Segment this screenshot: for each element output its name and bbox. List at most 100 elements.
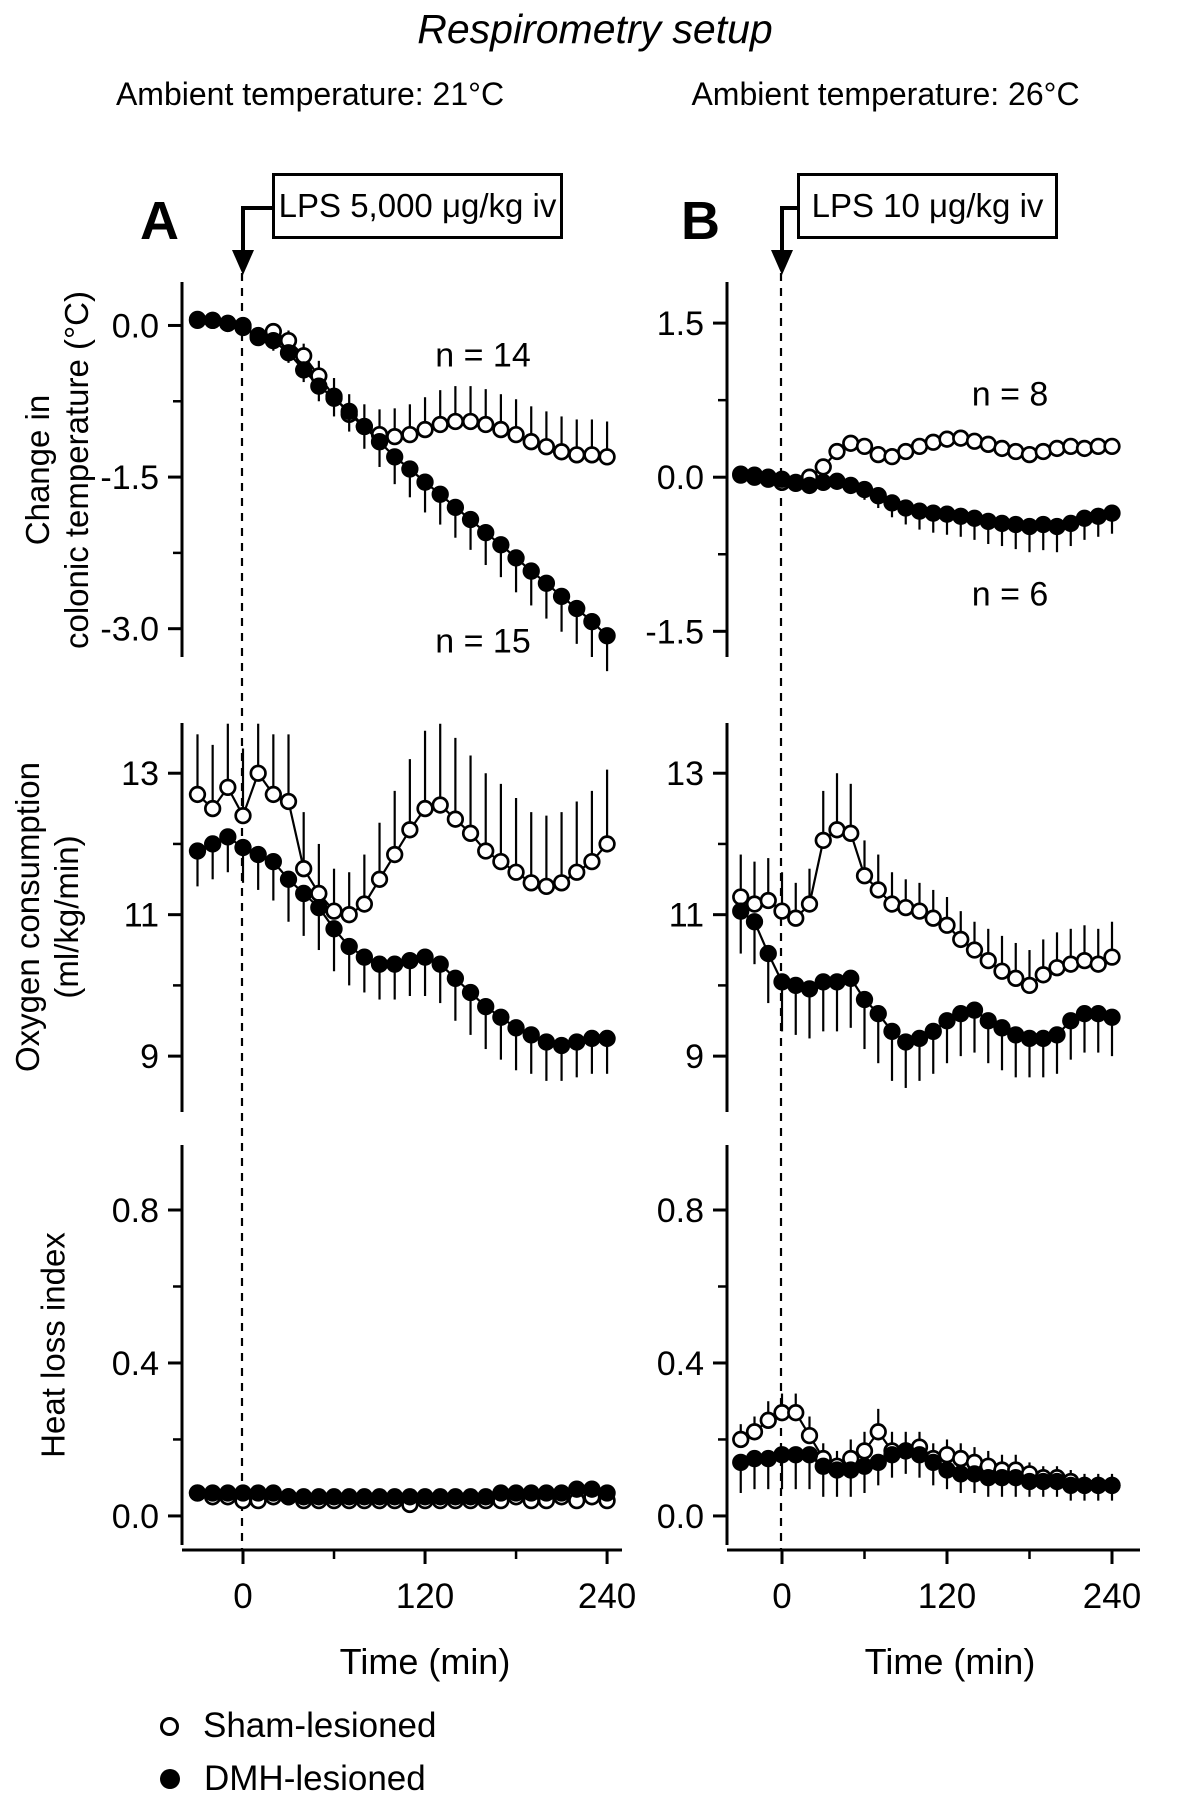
filled-circle-marker bbox=[310, 898, 328, 917]
filled-circle-marker bbox=[492, 536, 510, 554]
filled-circle-marker bbox=[897, 1442, 915, 1460]
filled-circle-marker bbox=[1007, 515, 1025, 534]
open-circle-marker bbox=[340, 906, 358, 924]
open-circle-marker bbox=[598, 448, 616, 466]
filled-circle-marker bbox=[965, 509, 984, 527]
filled-circle-marker bbox=[745, 466, 764, 484]
x-tick-label: 0 bbox=[772, 1577, 791, 1616]
open-circle-marker bbox=[938, 916, 956, 934]
filled-circle-marker bbox=[855, 480, 874, 499]
open-circle-marker bbox=[522, 433, 540, 451]
open-circle-marker bbox=[355, 895, 374, 913]
open-circle-marker bbox=[1034, 966, 1052, 984]
open-circle-marker bbox=[219, 778, 237, 797]
filled-circle-marker bbox=[386, 955, 404, 973]
open-circle-marker bbox=[1062, 955, 1080, 973]
open-circle-marker bbox=[952, 1449, 970, 1468]
filled-circle-marker bbox=[1075, 509, 1094, 527]
filled-circle-marker bbox=[401, 460, 419, 478]
filled-circle-marker bbox=[416, 473, 434, 491]
y-axis-title-oxygen: Oxygen consumption (ml/kg/min) bbox=[8, 762, 86, 1072]
x-tick-label: 120 bbox=[918, 1577, 976, 1616]
y-tick-label: 0.0 bbox=[657, 459, 704, 497]
open-circle-marker bbox=[1007, 442, 1025, 461]
sample-size-label-dmh-a: n = 15 bbox=[435, 622, 531, 661]
filled-circle-marker bbox=[537, 1484, 556, 1502]
filled-circle-marker bbox=[204, 1484, 222, 1502]
panel-letter-b: B bbox=[681, 191, 720, 251]
filled-circle-marker bbox=[295, 1488, 313, 1506]
filled-circle-marker bbox=[1103, 504, 1121, 522]
y-tick-label: 0.0 bbox=[112, 1498, 159, 1536]
open-circle-marker bbox=[204, 799, 222, 818]
open-circle-marker bbox=[461, 824, 480, 842]
filled-circle-marker bbox=[938, 1461, 956, 1479]
filled-circle-marker bbox=[249, 326, 267, 345]
filled-circle-marker bbox=[1103, 1008, 1121, 1026]
filled-circle-marker bbox=[370, 433, 389, 451]
x-tick-label: 240 bbox=[578, 1577, 636, 1616]
filled-circle-marker bbox=[855, 990, 874, 1009]
filled-circle-marker bbox=[355, 1488, 374, 1506]
filled-circle-marker bbox=[855, 1457, 874, 1475]
series-sham bbox=[188, 723, 616, 924]
y-axis-title-line: colonic temperature (°C) bbox=[58, 291, 95, 649]
panel-A-temperature: 0.0 -1.5 -3.0 bbox=[100, 282, 616, 672]
filled-circle-marker bbox=[340, 937, 358, 956]
y-tick-label: -1.5 bbox=[645, 613, 704, 651]
x-tick-label: 120 bbox=[396, 1577, 454, 1616]
filled-circle-marker bbox=[1089, 507, 1107, 525]
open-circle-marker bbox=[855, 437, 874, 456]
panel-letter-a: A bbox=[140, 191, 179, 251]
open-circle-marker bbox=[1075, 439, 1094, 458]
y-tick-label: 13 bbox=[121, 755, 159, 793]
filled-circle-marker bbox=[188, 1484, 207, 1502]
filled-circle-marker bbox=[522, 562, 540, 580]
open-circle-marker bbox=[234, 807, 252, 825]
filled-circle-marker bbox=[552, 1036, 571, 1055]
open-circle-marker bbox=[537, 877, 556, 896]
panel-A-heatloss: 0.8 0.4 0.0 bbox=[112, 1145, 616, 1545]
filled-circle-marker bbox=[340, 402, 358, 421]
y-tick-label: 0.0 bbox=[112, 307, 159, 345]
filled-circle-marker bbox=[188, 842, 207, 860]
filled-circle-marker bbox=[234, 838, 252, 857]
panel-B-heatloss: 0.8 0.4 0.0 bbox=[657, 1145, 1121, 1545]
lps-dose-label-a: LPS 5,000 μg/kg iv bbox=[278, 187, 557, 224]
filled-circle-marker bbox=[814, 1457, 832, 1475]
filled-circle-marker bbox=[910, 1029, 929, 1048]
open-circle-marker bbox=[759, 1411, 777, 1429]
filled-circle-marker bbox=[869, 1005, 887, 1023]
y-tick-label: -3.0 bbox=[100, 611, 159, 649]
filled-circle-marker bbox=[583, 612, 601, 631]
open-circle-marker bbox=[370, 870, 389, 888]
legend: Sham-lesioned DMH-lesioned bbox=[160, 1706, 436, 1800]
filled-circle-marker bbox=[787, 474, 805, 493]
filled-circle-marker bbox=[568, 1033, 586, 1051]
open-circle-marker bbox=[1048, 439, 1066, 458]
series-dmh bbox=[188, 310, 616, 672]
open-circle-marker bbox=[431, 796, 449, 814]
y-axis-title-line: Change in bbox=[19, 394, 56, 546]
series-dmh bbox=[188, 828, 616, 1081]
filled-circle-marker bbox=[370, 1488, 389, 1506]
open-circle-marker bbox=[952, 930, 970, 949]
filled-circle-marker bbox=[938, 505, 956, 523]
filled-circle-marker bbox=[279, 870, 298, 888]
lps-dose-label-b: LPS 10 μg/kg iv bbox=[811, 187, 1044, 224]
filled-circle-marker bbox=[924, 504, 942, 522]
filled-circle-marker bbox=[507, 1019, 525, 1037]
sample-size-label-dmh-b: n = 6 bbox=[971, 575, 1049, 614]
filled-circle-marker bbox=[431, 485, 449, 503]
filled-circle-marker bbox=[1007, 1026, 1025, 1044]
filled-circle-marker bbox=[828, 973, 846, 991]
filled-circle-marker bbox=[522, 1026, 540, 1044]
filled-circle-marker bbox=[979, 512, 997, 531]
filled-circle-marker bbox=[800, 1446, 819, 1464]
y-tick-label: 1.5 bbox=[657, 305, 704, 343]
open-circle-marker bbox=[732, 888, 750, 906]
filled-circle-marker bbox=[522, 1484, 540, 1502]
filled-circle-marker bbox=[325, 389, 343, 407]
x-tick-label: 0 bbox=[233, 1577, 252, 1616]
open-circle-marker bbox=[869, 1423, 887, 1441]
